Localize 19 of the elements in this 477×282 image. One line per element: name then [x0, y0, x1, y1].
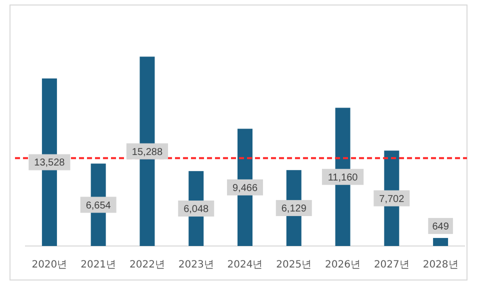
bar: [433, 238, 448, 246]
data-label: 13,528: [34, 158, 66, 169]
data-label: 15,288: [132, 146, 163, 158]
x-tick-label: 2021년: [80, 260, 116, 270]
data-label: 6,129: [281, 204, 307, 215]
data-label: 649: [432, 221, 450, 232]
x-tick-label: 2028년: [422, 260, 458, 270]
data-label: 6,048: [184, 204, 210, 216]
x-tick-label: 2027년: [374, 260, 410, 270]
data-label: 11,160: [328, 172, 358, 184]
data-label: 9,466: [232, 182, 258, 194]
x-tick-label: 2023년: [178, 260, 214, 270]
data-label: 7,702: [379, 194, 405, 205]
x-tick-label: 2022년: [129, 260, 165, 270]
x-tick-label: 2020년: [32, 260, 68, 270]
x-tick-label: 2024년: [227, 260, 263, 270]
x-tick-label: 2025년: [276, 260, 312, 270]
data-label: 6,654: [86, 200, 112, 212]
x-tick-label: 2026년: [325, 260, 361, 270]
